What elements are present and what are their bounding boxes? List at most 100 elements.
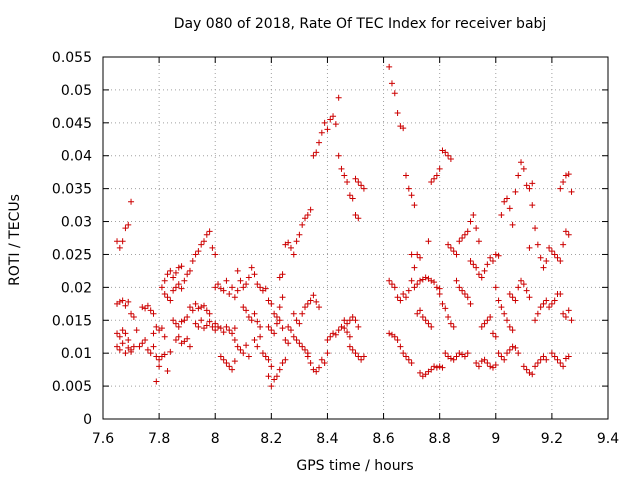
data-point <box>313 298 320 305</box>
x-tick-label: 9.4 <box>597 431 619 447</box>
data-point <box>119 327 126 334</box>
data-point <box>167 348 174 355</box>
data-point <box>290 333 297 340</box>
data-point <box>271 330 278 337</box>
data-point <box>237 277 244 284</box>
data-point <box>417 254 424 261</box>
data-point <box>509 327 516 334</box>
data-point <box>234 343 241 350</box>
data-point <box>478 358 485 365</box>
data-point <box>231 325 238 332</box>
data-point <box>276 317 283 324</box>
data-point <box>422 317 429 324</box>
data-point <box>470 211 477 218</box>
data-point <box>273 313 280 320</box>
data-point <box>456 238 463 245</box>
data-point <box>198 304 205 311</box>
data-point <box>279 294 286 301</box>
y-tick-label: 0.035 <box>52 182 92 198</box>
data-point <box>557 258 564 265</box>
data-point <box>562 228 569 235</box>
data-point <box>352 175 359 182</box>
data-point <box>206 310 213 317</box>
data-point <box>436 165 443 172</box>
data-point <box>234 267 241 274</box>
data-point <box>122 330 129 337</box>
data-point <box>192 251 199 258</box>
data-point <box>518 277 525 284</box>
data-point <box>243 342 250 349</box>
data-point <box>181 317 188 324</box>
data-point <box>254 318 261 325</box>
data-point <box>245 313 252 320</box>
data-point <box>279 271 286 278</box>
data-point <box>349 313 356 320</box>
data-point <box>504 317 510 324</box>
data-point <box>273 320 280 327</box>
data-point <box>327 333 334 340</box>
x-tick-label: 7.6 <box>92 431 114 447</box>
data-point <box>172 337 179 344</box>
data-point <box>156 363 163 370</box>
data-point <box>212 327 219 334</box>
data-point <box>481 356 488 363</box>
data-point <box>198 241 205 248</box>
data-point <box>175 323 182 330</box>
data-point <box>181 338 188 345</box>
data-point <box>161 351 168 358</box>
data-point <box>125 221 132 228</box>
data-point <box>515 284 522 291</box>
data-point <box>537 254 544 261</box>
data-point <box>548 248 555 255</box>
data-point <box>436 363 443 370</box>
data-point <box>276 304 283 311</box>
x-tick-label: 9 <box>491 431 500 447</box>
data-point <box>268 363 275 370</box>
data-point <box>467 258 474 265</box>
data-point <box>492 362 499 369</box>
x-axis-label: GPS time / hours <box>296 458 413 474</box>
data-point <box>419 313 426 320</box>
data-point <box>543 297 550 304</box>
data-point <box>388 80 395 87</box>
data-point <box>175 333 182 340</box>
data-point <box>234 287 241 294</box>
data-point <box>259 350 266 357</box>
data-point <box>543 356 550 363</box>
data-point <box>403 353 409 360</box>
data-point <box>352 317 359 324</box>
data-point <box>459 235 466 241</box>
data-point <box>158 284 165 291</box>
data-point <box>501 310 508 317</box>
data-point <box>523 287 530 294</box>
data-point <box>119 238 126 245</box>
data-point <box>223 323 230 330</box>
data-point <box>184 313 191 320</box>
data-point <box>321 360 328 367</box>
data-point <box>318 129 325 136</box>
data-point <box>411 202 418 209</box>
data-point <box>534 360 541 367</box>
data-point <box>475 238 482 245</box>
data-point <box>355 179 362 186</box>
data-point <box>327 116 334 123</box>
data-point <box>251 271 258 278</box>
data-point <box>293 317 300 324</box>
data-point <box>254 281 261 288</box>
data-point <box>512 188 519 195</box>
data-point <box>268 327 275 334</box>
data-point <box>414 281 421 288</box>
data-point <box>184 335 191 342</box>
data-point <box>220 287 227 294</box>
data-point <box>172 284 179 291</box>
data-point <box>122 225 129 232</box>
data-point <box>164 367 171 374</box>
data-point <box>344 320 351 327</box>
data-point <box>526 294 533 301</box>
data-point <box>215 323 222 330</box>
data-point <box>156 356 163 363</box>
data-point <box>475 271 482 278</box>
y-tick-label: 0.02 <box>61 280 92 296</box>
data-point <box>520 281 527 288</box>
